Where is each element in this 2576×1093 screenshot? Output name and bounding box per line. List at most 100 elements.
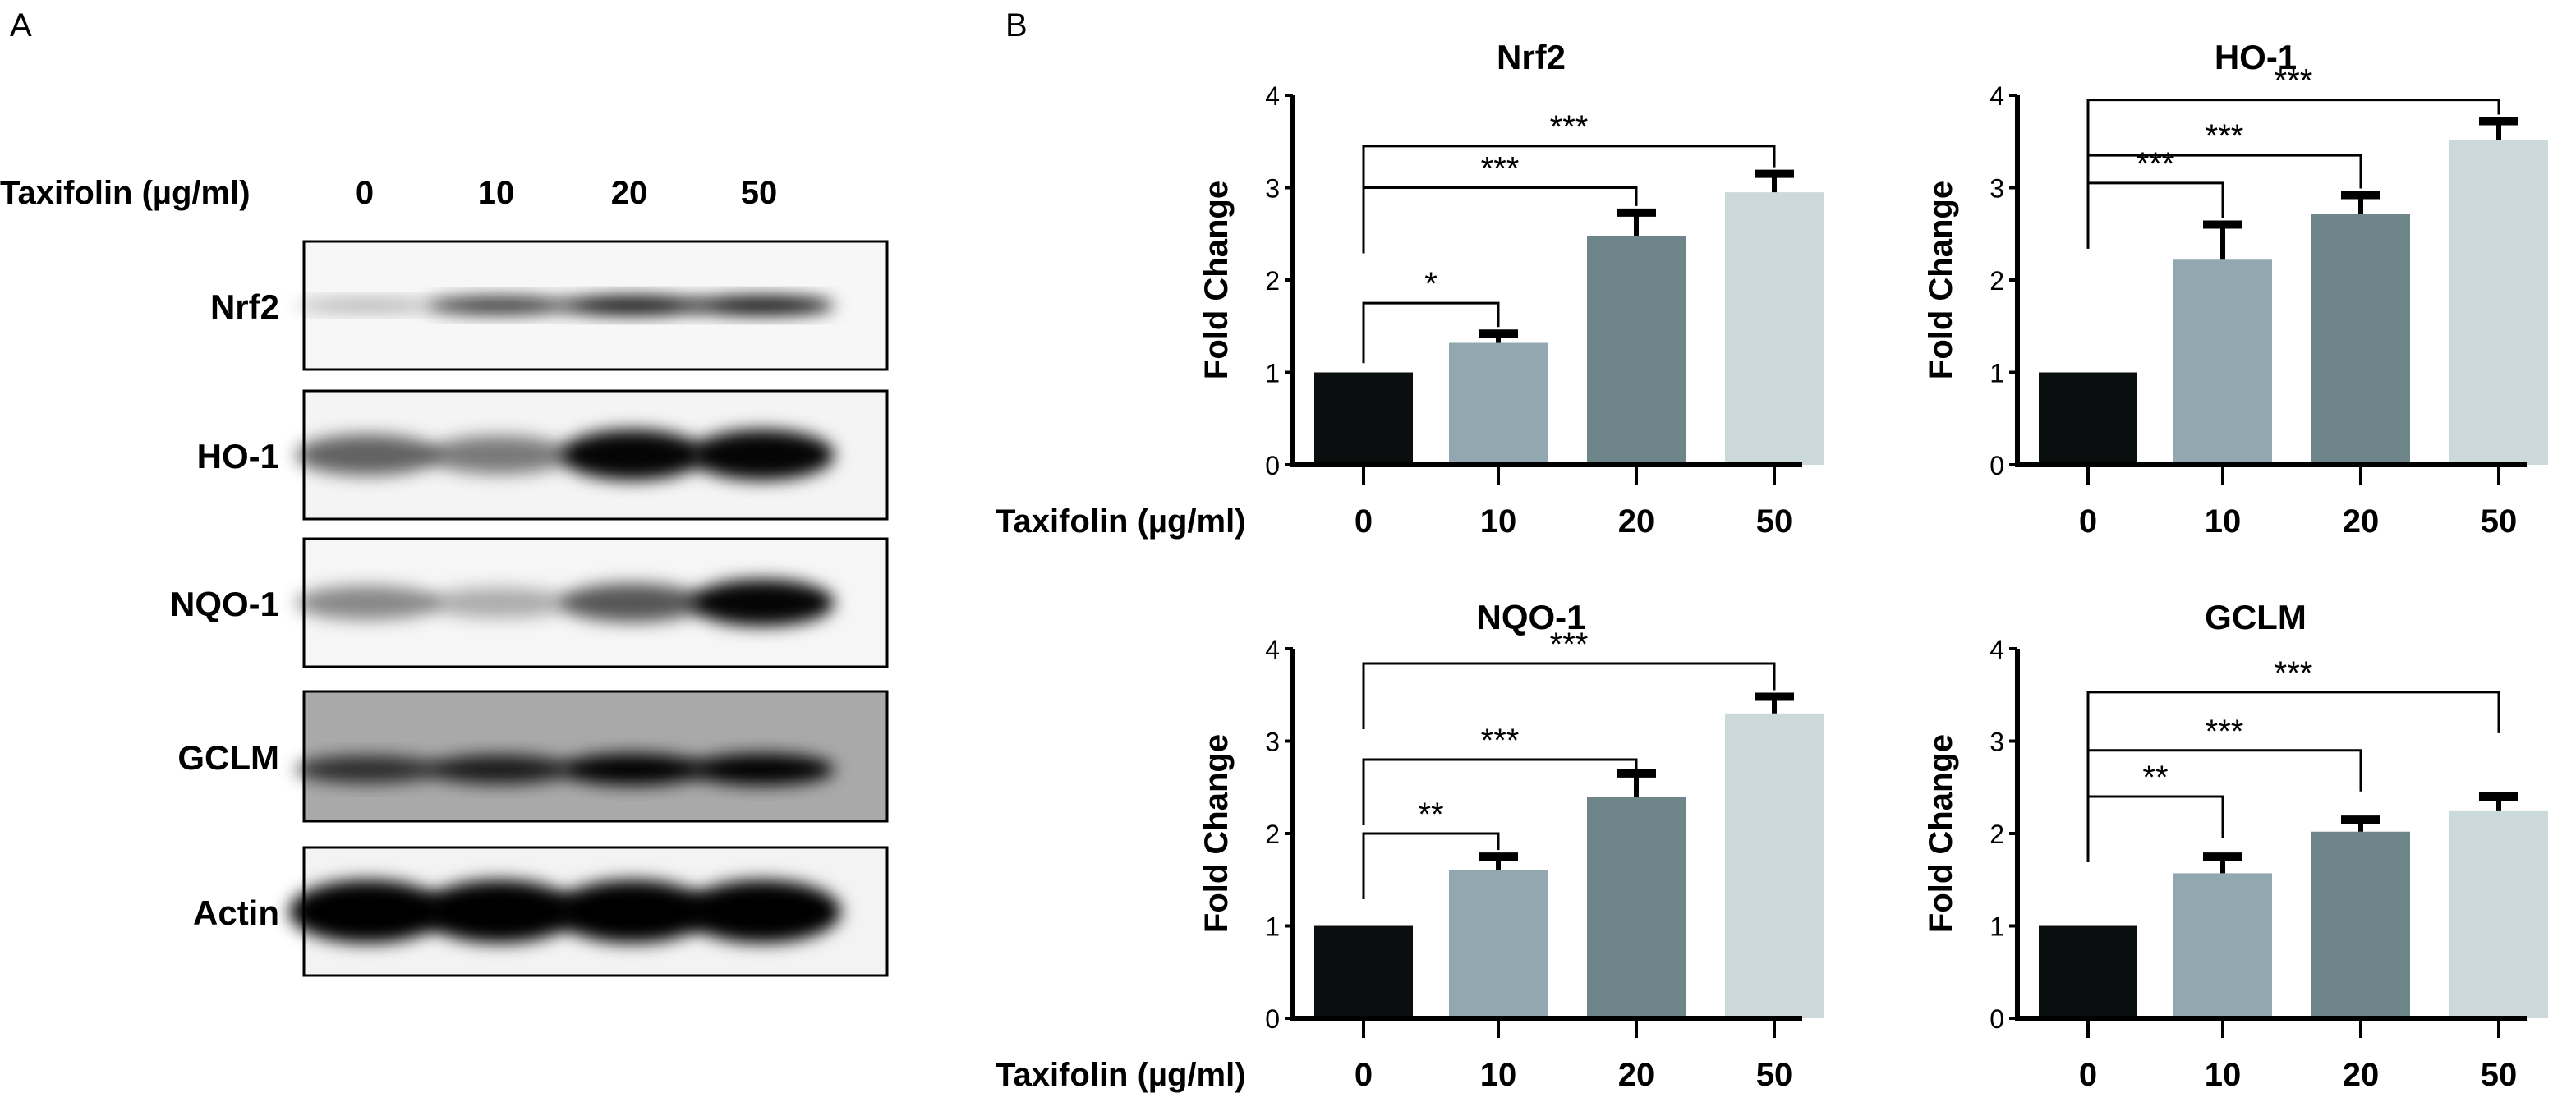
chart-ho1: HO-1 Fold Change 0 1 2 3 4 0 10 20 50 *** *** *** — [1923, 38, 2548, 540]
x-tick-label: 0 — [2079, 503, 2097, 540]
bar-0 — [1314, 925, 1413, 1018]
y-axis-label: Fold Change — [1923, 181, 1959, 379]
bar-0 — [2039, 372, 2137, 465]
bar-50 — [2450, 810, 2548, 1018]
y-tick-label: 3 — [1265, 728, 1280, 757]
y-tick-label: 2 — [1265, 266, 1280, 296]
x-tick-label: 10 — [2205, 1057, 2242, 1093]
protein-band — [690, 429, 835, 480]
bar-0 — [1314, 372, 1413, 465]
chart-treatment-label-bottom: Taxifolin (µg/ml) — [996, 1057, 1246, 1093]
significance-bracket: *** — [1362, 723, 1638, 825]
protein-band — [690, 579, 835, 627]
bar-20 — [1587, 797, 1686, 1018]
chart-title: NQO-1 — [1476, 598, 1585, 636]
bar-10 — [2174, 259, 2272, 465]
protein-band — [560, 296, 705, 315]
y-tick-label: 4 — [1265, 81, 1280, 111]
x-tick-label: 20 — [2343, 1057, 2380, 1093]
y-tick-label: 2 — [1990, 820, 2004, 849]
protein-band — [427, 755, 572, 784]
y-tick-label: 4 — [1990, 635, 2004, 664]
blot-actin: Actin — [193, 846, 889, 977]
significance-bracket: *** — [2086, 714, 2362, 816]
significance-stars: ** — [1418, 797, 1443, 833]
blot-lane-label: 20 — [611, 175, 648, 211]
bar-20 — [1587, 236, 1686, 465]
significance-stars: *** — [1481, 723, 1520, 759]
blot-lane-label: 10 — [478, 175, 515, 211]
significance-bracket: *** — [2086, 118, 2362, 222]
x-tick-label: 20 — [1618, 503, 1655, 540]
protein-band — [296, 299, 440, 312]
blot-label: HO-1 — [197, 437, 279, 475]
y-tick-label: 1 — [1990, 912, 2004, 942]
protein-band — [690, 296, 835, 315]
protein-band — [560, 583, 705, 622]
significance-stars: *** — [2206, 714, 2244, 750]
significance-stars: *** — [1481, 151, 1520, 187]
bar-20 — [2312, 831, 2410, 1018]
bar-50 — [1725, 713, 1824, 1018]
x-tick-label: 0 — [1355, 503, 1373, 540]
blot-treatment-label: Taxifolin (µg/ml) — [0, 175, 251, 211]
chart-title: Nrf2 — [1497, 38, 1566, 76]
y-axis-label: Fold Change — [1923, 734, 1959, 933]
y-tick-label: 3 — [1990, 728, 2004, 757]
x-tick-label: 10 — [1480, 503, 1517, 540]
blot-lane-labels: 0 10 20 50 — [356, 175, 777, 211]
blot-label: GCLM — [177, 738, 279, 777]
y-tick-label: 4 — [1265, 635, 1280, 664]
protein-band — [296, 755, 440, 783]
x-tick-label: 0 — [1355, 1057, 1373, 1093]
significance-bracket: *** — [2086, 655, 2500, 758]
significance-bracket: *** — [2086, 146, 2224, 249]
protein-band — [683, 879, 841, 944]
panel-b-label: B — [1005, 7, 1028, 44]
x-tick-label: 50 — [1756, 503, 1793, 540]
y-tick-label: 0 — [1265, 451, 1280, 480]
protein-band — [296, 586, 440, 620]
y-tick-label: 3 — [1990, 174, 2004, 204]
protein-band — [554, 879, 711, 944]
significance-bracket: *** — [2086, 63, 2500, 166]
significance-stars: ** — [2142, 760, 2168, 796]
significance-bracket: *** — [1362, 151, 1638, 254]
bar-20 — [2312, 214, 2410, 465]
blot-lane-label: 50 — [741, 175, 778, 211]
y-axis-label: Fold Change — [1198, 181, 1235, 379]
protein-band — [690, 753, 835, 786]
significance-stars: *** — [2275, 63, 2313, 99]
y-tick-label: 2 — [1265, 820, 1280, 849]
bar-0 — [2039, 925, 2137, 1018]
significance-stars: * — [1424, 266, 1438, 302]
protein-band — [427, 587, 572, 618]
blot-nqo1: NQO-1 — [170, 537, 889, 668]
y-axis-label: Fold Change — [1198, 734, 1235, 933]
y-tick-label: 0 — [1265, 1004, 1280, 1034]
significance-bracket: *** — [1362, 627, 1776, 729]
x-tick-label: 50 — [2481, 503, 2518, 540]
protein-band — [289, 879, 447, 944]
protein-band — [421, 879, 578, 944]
blot-lane-label: 0 — [356, 175, 374, 211]
y-tick-label: 1 — [1990, 359, 2004, 388]
significance-stars: *** — [1550, 627, 1589, 663]
bar-10 — [2174, 873, 2272, 1018]
blot-label: Actin — [193, 893, 279, 932]
y-tick-label: 4 — [1990, 81, 2004, 111]
significance-bracket: ** — [1362, 797, 1500, 899]
significance-stars: *** — [2275, 655, 2313, 691]
x-tick-label: 10 — [2205, 503, 2242, 540]
significance-stars: *** — [1550, 109, 1589, 145]
y-tick-label: 2 — [1990, 266, 2004, 296]
bar-50 — [1725, 192, 1824, 465]
y-tick-label: 0 — [1990, 451, 2004, 480]
y-tick-label: 0 — [1990, 1004, 2004, 1034]
protein-band — [560, 753, 705, 786]
x-tick-label: 20 — [1618, 1057, 1655, 1093]
